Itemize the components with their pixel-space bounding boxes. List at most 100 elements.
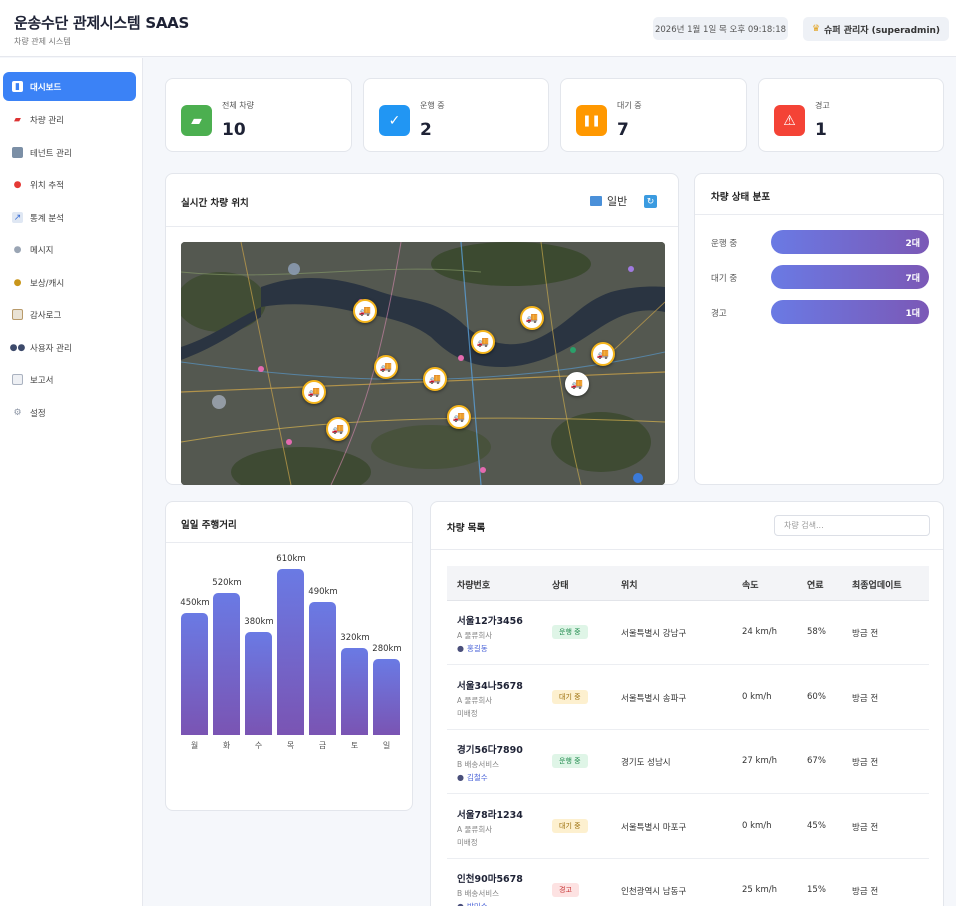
divider [695, 214, 943, 215]
vehicle-updated: 방금 전 [852, 822, 879, 833]
map-view[interactable]: 🚚 🚚 🚚 🚚 🚚 🚚 🚚 🚚 🚚 🚚 [181, 242, 665, 485]
vehicle-location: 서울특별시 송파구 [621, 693, 687, 704]
vehicle-speed: 25 km/h [742, 885, 777, 895]
map-mode-toggle[interactable]: 일반 [590, 193, 627, 209]
sidebar-item-tracking[interactable]: ● 위치 추적 [3, 170, 136, 199]
report-icon [12, 374, 23, 385]
vehicle-company: B 배송서비스 [457, 760, 500, 769]
column-header[interactable]: 차량번호 [457, 581, 491, 591]
sidebar-item-label: 사용자 관리 [30, 343, 72, 354]
sidebar-item-statistics[interactable]: ↗ 통계 분석 [3, 203, 136, 232]
bar-category-label: 토 [350, 741, 359, 750]
pin-icon: ● [13, 179, 22, 190]
distribution-title: 차량 상태 분포 [711, 192, 771, 203]
vehicle-driver[interactable]: ●박민수 [457, 901, 488, 906]
vehicle-search-input[interactable] [774, 515, 930, 536]
person-icon: ● [457, 644, 464, 653]
distribution-bar: 1대 [771, 300, 929, 324]
vehicle-updated: 방금 전 [852, 693, 879, 704]
gear-icon: ⚙ [13, 407, 22, 418]
warning-icon: ⚠ [774, 105, 805, 136]
chart-bar [277, 569, 304, 735]
user-menu[interactable]: ♛ 슈퍼 관리자 (superadmin) [803, 17, 949, 41]
moneybag-icon: ● [13, 277, 22, 288]
vehicle-driver: 미배정 [457, 708, 478, 719]
bar-value-label: 520km [212, 578, 242, 589]
vehicle-marker[interactable]: 🚚 [374, 355, 398, 379]
mileage-bar-chart: 450km 월 520km 화 380km 수 610km 목 490km 금 320km 토 280k… [166, 502, 414, 812]
vehicle-location: 서울특별시 강남구 [621, 629, 687, 639]
column-header[interactable]: 위치 [621, 581, 638, 591]
vehicle-marker[interactable]: 🚚 [520, 306, 544, 330]
table-row[interactable]: 서울34나5678 A 물류회사 미배정 대기 중 서울특별시 송파구 0 km/h 60%… [447, 666, 929, 730]
app-title: 운송수단 관제시스템 SAAS [14, 14, 189, 32]
vehicle-marker[interactable]: 🚚 [353, 299, 377, 323]
bar-category-label: 목 [286, 741, 295, 750]
vehicle-marker[interactable]: 🚚 [423, 367, 447, 391]
sidebar-item-reports[interactable]: 보고서 [3, 365, 136, 394]
column-header[interactable]: 속도 [742, 581, 759, 591]
check-icon: ✓ [379, 105, 410, 136]
column-header[interactable]: 최종업데이트 [852, 581, 902, 591]
vehicle-marker[interactable]: 🚚 [326, 417, 350, 441]
vehicle-location: 경기도 성남시 [621, 758, 671, 768]
vehicle-driver: 미배정 [457, 837, 478, 848]
vehicle-marker[interactable]: 🚚 [302, 380, 326, 404]
table-row[interactable]: 경기56다7890 B 배송서비스 ● 김철수 운행 중 경기도 성남시 27 km/h 67… [447, 730, 929, 794]
sidebar-item-label: 위치 추적 [30, 180, 64, 191]
datetime-display: 2026년 1월 1일 목 오후 09:18:18 [653, 17, 788, 40]
sidebar-item-label: 메시지 [30, 245, 54, 256]
sidebar-item-audit-log[interactable]: 감사로그 [3, 300, 136, 329]
table-row[interactable]: 인천90마5678 B 배송서비스 ●박민수 경고 인천광역시 남동구 25 km/h 15… [447, 859, 929, 906]
sidebar-item-rewards[interactable]: ● 보상/캐시 [3, 268, 136, 297]
driver-name: 박민수 [467, 901, 488, 906]
vehicle-plate: 서울12가3456 [457, 616, 523, 627]
status-badge: 대기 중 [552, 818, 588, 833]
stat-card-warning[interactable]: ⚠ 경고 1 [758, 78, 944, 152]
sidebar-item-dashboard[interactable]: ▮ 대시보드 [3, 72, 136, 101]
vehicle-fuel: 67% [807, 756, 826, 766]
sidebar-item-messages[interactable]: ● 메시지 [3, 235, 136, 264]
vehicle-company: A 물류회사 [457, 631, 493, 640]
person-icon: ● [457, 773, 464, 782]
vehicle-marker[interactable]: 🚚 [447, 405, 471, 429]
refresh-button[interactable]: ↻ [644, 195, 657, 208]
vehicle-marker[interactable]: 🚚 [565, 372, 589, 396]
bar-value-label: 490km [308, 586, 338, 597]
bar-category-label: 금 [318, 741, 327, 750]
vehicle-driver[interactable]: ● 김철수 [457, 772, 488, 783]
map-mode-label: 일반 [607, 195, 628, 208]
stat-card-running[interactable]: ✓ 운행 중 2 [363, 78, 549, 152]
vehicle-plate: 인천90마5678 [457, 874, 523, 885]
table-header: 차량번호 상태 위치 속도 연료 최종업데이트 [447, 566, 929, 601]
app-header: 운송수단 관제시스템 SAAS 차량 관제 시스템 2026년 1월 1일 목 … [0, 0, 956, 57]
user-name: 슈퍼 관리자 (superadmin) [824, 25, 941, 36]
sidebar-item-users[interactable]: ●● 사용자 관리 [3, 333, 136, 362]
vehicle-driver[interactable]: ● 홍길동 [457, 643, 488, 654]
stat-card-waiting[interactable]: ❚❚ 대기 중 7 [560, 78, 747, 152]
column-header[interactable]: 연료 [807, 581, 824, 591]
status-badge: 운행 중 [552, 625, 588, 639]
stat-label: 경고 [815, 101, 830, 110]
vehicle-marker[interactable]: 🚚 [471, 330, 495, 354]
bar-value-label: 380km [244, 616, 274, 627]
driver-name: 미배정 [457, 837, 478, 847]
table-row[interactable]: 서울78라1234 A 물류회사 미배정 대기 중 서울특별시 마포구 0 km/h 45%… [447, 795, 929, 859]
column-header[interactable]: 상태 [552, 581, 569, 591]
distribution-bar: 2대 [771, 230, 929, 254]
vehicle-marker[interactable]: 🚚 [591, 342, 615, 366]
stat-label: 운행 중 [420, 101, 445, 110]
bar-value-label: 280km [372, 643, 402, 654]
status-badge: 운행 중 [552, 754, 588, 768]
map-panel: 실시간 차량 위치 일반 ↻ [165, 173, 679, 485]
sidebar-item-settings[interactable]: ⚙ 설정 [3, 398, 136, 427]
stat-card-total[interactable]: ▰ 전체 차량 10 [165, 78, 352, 152]
divider [431, 549, 943, 550]
stat-label: 대기 중 [617, 101, 642, 110]
bar-value-label: 320km [340, 632, 370, 643]
bar-category-label: 월 [190, 741, 199, 750]
table-row[interactable]: 서울12가3456 A 물류회사 ● 홍길동 운행 중 서울특별시 강남구 24 km/h 5… [447, 601, 929, 665]
trend-icon: ↗ [12, 212, 23, 223]
sidebar-item-tenants[interactable]: 테넌트 관리 [3, 138, 136, 167]
sidebar-item-vehicles[interactable]: ▰ 차량 관리 [3, 105, 136, 134]
